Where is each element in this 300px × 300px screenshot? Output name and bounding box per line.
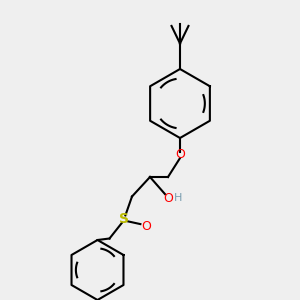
Text: O: O (142, 220, 151, 233)
Text: O: O (163, 191, 173, 205)
Text: S: S (119, 212, 130, 226)
Text: O: O (175, 148, 185, 161)
Text: H: H (174, 193, 182, 203)
